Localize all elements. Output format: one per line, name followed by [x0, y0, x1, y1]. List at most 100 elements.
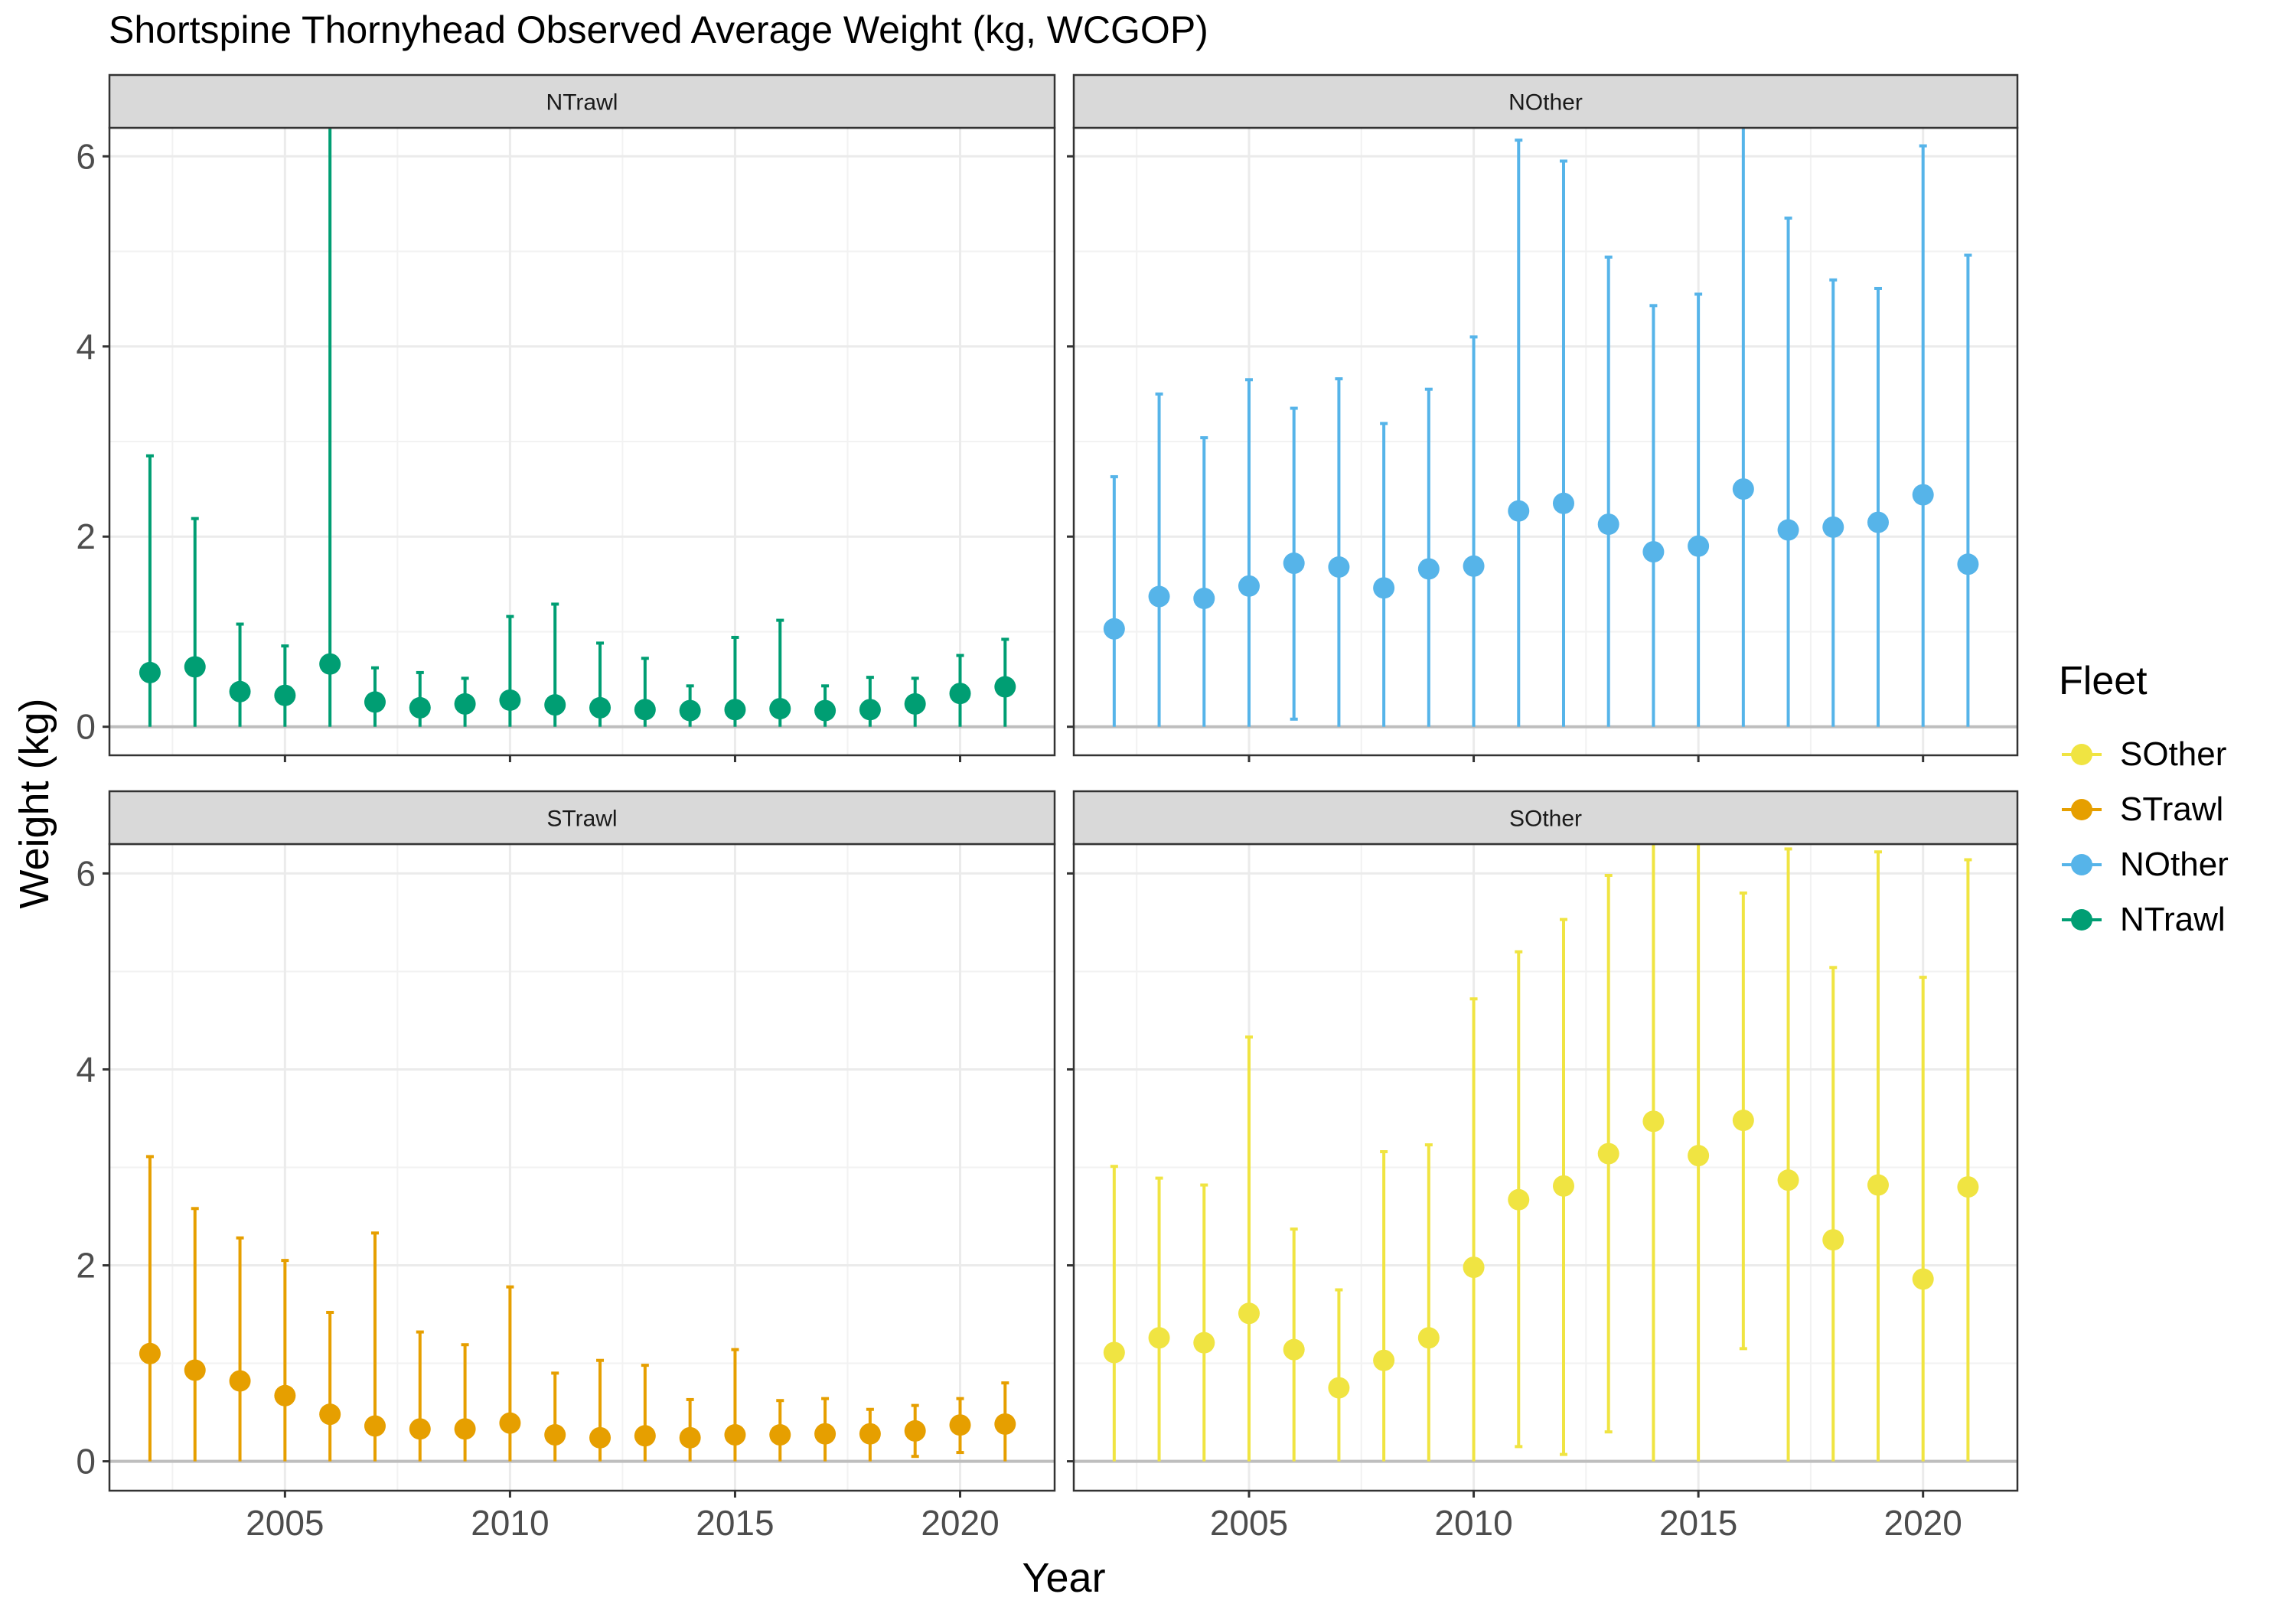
x-tick-label: 2005	[246, 1503, 324, 1543]
data-point	[409, 1418, 431, 1440]
data-point	[1193, 1332, 1215, 1354]
legend-items: SOther STrawl NOther NTrawl	[2059, 727, 2229, 947]
data-point	[1103, 1341, 1125, 1364]
data-point	[1552, 1175, 1574, 1197]
legend-key-dot	[2071, 909, 2092, 931]
panel-nother: NOther	[1067, 73, 2019, 762]
data-point	[904, 1420, 926, 1442]
data-point	[1552, 492, 1574, 514]
data-point	[1508, 500, 1530, 522]
panel-ntrawl: NTrawl 0 2 4 6	[76, 73, 1056, 762]
data-point	[499, 689, 521, 711]
data-point	[1688, 535, 1710, 557]
y-tick-label: 0	[76, 707, 96, 747]
data-point	[814, 699, 837, 722]
legend-item-strawl: STrawl	[2059, 782, 2229, 837]
data-point	[1328, 1377, 1350, 1399]
x-tick-label: 2015	[1659, 1503, 1737, 1543]
data-point	[634, 699, 656, 721]
data-point	[1463, 555, 1485, 577]
data-point	[409, 696, 431, 719]
facet-strip-label: STrawl	[546, 807, 617, 832]
legend-key	[2059, 782, 2105, 837]
data-point	[1822, 1229, 1844, 1251]
data-point	[589, 1426, 612, 1449]
data-point	[949, 683, 971, 705]
data-point	[634, 1425, 656, 1447]
data-point	[1597, 1143, 1619, 1165]
x-tick-label: 2020	[1884, 1503, 1962, 1543]
data-point	[454, 693, 476, 715]
legend-label: STrawl	[2120, 790, 2224, 828]
x-tick-label: 2015	[696, 1503, 774, 1543]
y-tick-label: 2	[76, 517, 96, 556]
facet-strip	[108, 73, 1056, 129]
data-point	[229, 1370, 251, 1392]
data-point	[769, 698, 791, 720]
data-point	[679, 1426, 701, 1449]
data-point	[1642, 1110, 1665, 1133]
facet-strip-label: NTrawl	[546, 90, 618, 116]
data-point	[1283, 1338, 1305, 1361]
data-point	[1777, 519, 1799, 541]
legend-key	[2059, 837, 2105, 892]
data-point	[454, 1418, 476, 1440]
y-tick-label: 6	[76, 853, 96, 893]
legend-key-dot	[2071, 854, 2092, 875]
legend-key	[2059, 727, 2105, 782]
data-point	[274, 684, 296, 706]
data-point	[589, 696, 612, 719]
data-point	[814, 1423, 837, 1445]
legend-key-dot	[2071, 744, 2092, 765]
data-point	[1417, 1327, 1440, 1349]
data-point	[544, 694, 566, 716]
facet-strip	[1072, 73, 2019, 129]
data-point	[1688, 1145, 1710, 1167]
data-point	[769, 1424, 791, 1446]
legend-item-sother: SOther	[2059, 727, 2229, 782]
chart-title: Shortspine Thornyhead Observed Average W…	[109, 8, 1208, 51]
data-point	[724, 1424, 746, 1446]
data-point	[274, 1384, 296, 1407]
data-point	[1328, 556, 1350, 578]
data-point	[1867, 511, 1889, 533]
data-point	[994, 1413, 1016, 1435]
data-point	[319, 1403, 341, 1426]
x-axis-label: Year	[1022, 1555, 1106, 1601]
data-point	[1508, 1188, 1530, 1211]
data-point	[1777, 1169, 1799, 1191]
data-point	[1912, 484, 1934, 506]
data-point	[499, 1412, 521, 1434]
data-point	[1597, 513, 1619, 536]
facet-strip-label: SOther	[1509, 807, 1582, 832]
legend-label: NTrawl	[2120, 901, 2226, 938]
legend-label: NOther	[2120, 846, 2229, 883]
data-point	[1238, 1302, 1260, 1325]
facet-strip	[108, 790, 1056, 846]
data-point	[139, 1342, 161, 1364]
data-point	[1148, 585, 1170, 608]
data-point	[184, 656, 206, 678]
data-point	[1193, 588, 1215, 609]
facet-strip	[1072, 790, 2019, 846]
data-point	[1238, 575, 1260, 597]
data-point	[724, 699, 746, 721]
data-point	[229, 680, 251, 702]
data-point	[994, 676, 1016, 698]
y-tick-label: 4	[76, 327, 96, 367]
legend-item-ntrawl: NTrawl	[2059, 892, 2229, 947]
data-point	[1148, 1327, 1170, 1349]
data-point	[1373, 577, 1395, 599]
panel-sother: SOther 2005 2010 2015 2020	[1067, 790, 2019, 1543]
legend-label: SOther	[2120, 735, 2227, 773]
data-point	[544, 1424, 566, 1446]
data-point	[1732, 478, 1754, 500]
y-tick-label: 6	[76, 136, 96, 176]
data-point	[139, 661, 161, 683]
x-tick-label: 2020	[921, 1503, 999, 1543]
data-point	[1463, 1257, 1485, 1279]
data-point	[679, 699, 701, 722]
data-point	[1957, 553, 1979, 575]
data-point	[364, 691, 386, 713]
data-point	[1957, 1176, 1979, 1198]
